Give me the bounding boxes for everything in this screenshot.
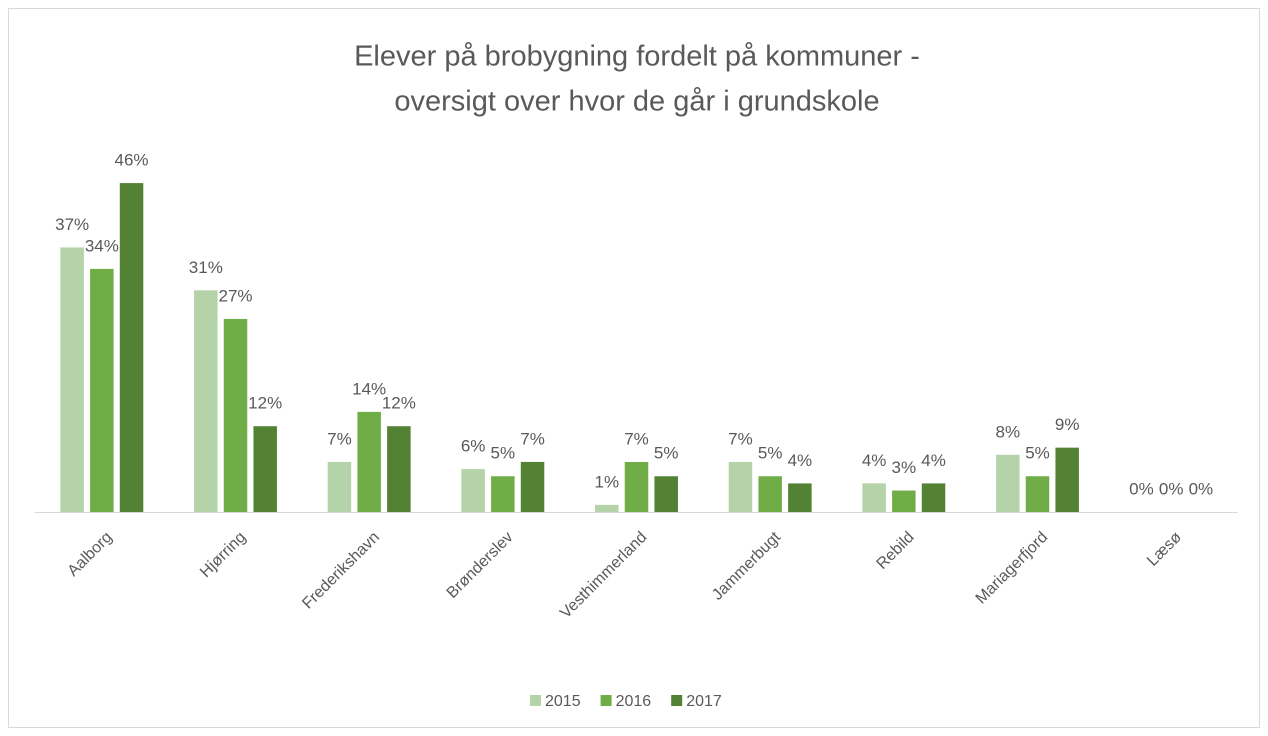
data-label: 7% — [728, 429, 753, 448]
data-label: 4% — [788, 451, 813, 470]
data-label: 5% — [491, 444, 516, 463]
bar — [491, 476, 515, 512]
bar — [788, 483, 812, 512]
data-label: 14% — [352, 379, 386, 398]
data-label: 27% — [218, 286, 252, 305]
bar — [921, 483, 946, 512]
bar — [119, 183, 144, 512]
bar — [194, 290, 218, 512]
data-label: 12% — [248, 394, 282, 413]
chart-title: Elever på brobygning fordelt på kommuner… — [354, 41, 920, 73]
bar — [624, 461, 649, 512]
bar — [357, 411, 381, 512]
bar — [595, 504, 619, 512]
bar — [1055, 447, 1079, 512]
data-label: 5% — [1025, 444, 1050, 463]
data-label: 34% — [85, 236, 119, 255]
bar — [223, 318, 248, 512]
bar — [654, 476, 678, 512]
data-label: 7% — [624, 429, 649, 448]
bar — [60, 247, 84, 512]
data-label: 46% — [115, 151, 149, 170]
legend-swatch — [530, 695, 541, 706]
data-label: 9% — [1055, 415, 1080, 434]
data-label: 1% — [595, 472, 620, 491]
legend-label: 2015 — [545, 693, 581, 710]
data-label: 0% — [1159, 479, 1184, 498]
bar — [253, 426, 277, 512]
bar — [461, 469, 485, 512]
data-label: 7% — [327, 429, 352, 448]
data-label: 7% — [520, 429, 545, 448]
bar — [90, 268, 114, 512]
data-label: 5% — [654, 444, 679, 463]
data-label: 0% — [1129, 479, 1154, 498]
data-label: 5% — [758, 444, 783, 463]
data-label: 0% — [1189, 479, 1214, 498]
legend-label: 2017 — [686, 693, 722, 710]
chart-title: oversigt over hvor de går i grundskole — [394, 86, 879, 118]
data-label: 8% — [996, 422, 1021, 441]
bar — [892, 490, 916, 512]
data-label: 3% — [892, 458, 917, 477]
data-label: 4% — [862, 451, 887, 470]
data-label: 37% — [55, 215, 89, 234]
data-label: 6% — [461, 437, 486, 456]
bar — [996, 454, 1020, 512]
legend-label: 2016 — [616, 693, 652, 710]
data-label: 12% — [382, 394, 416, 413]
data-label: 4% — [921, 451, 946, 470]
bar — [862, 483, 886, 512]
legend-swatch — [671, 695, 683, 706]
bar — [387, 426, 411, 512]
bar — [728, 461, 753, 512]
legend-swatch — [600, 695, 612, 706]
bar — [1025, 476, 1050, 512]
bar — [758, 476, 782, 512]
data-label: 31% — [189, 258, 223, 277]
bar — [520, 461, 545, 512]
bar — [327, 461, 352, 512]
